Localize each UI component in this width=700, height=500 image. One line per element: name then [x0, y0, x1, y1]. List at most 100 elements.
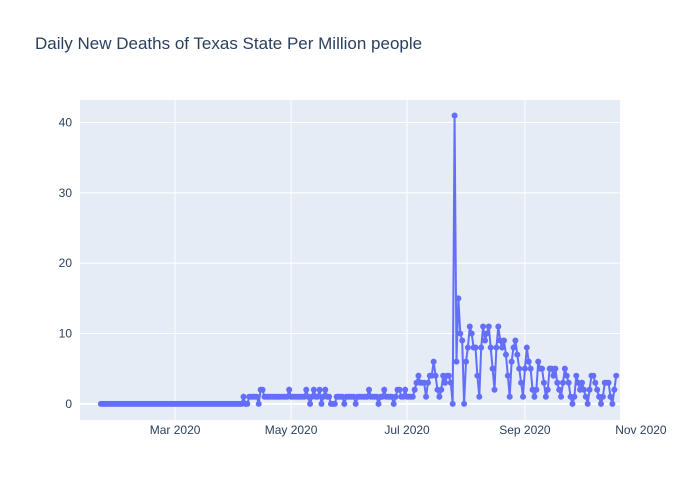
data-point	[499, 344, 506, 351]
data-point	[461, 400, 468, 407]
data-point	[502, 351, 509, 358]
data-point	[521, 365, 528, 372]
data-point	[605, 379, 612, 386]
y-tick-label: 40	[59, 116, 73, 130]
data-point	[442, 379, 449, 386]
data-point	[478, 344, 485, 351]
data-point	[609, 400, 616, 407]
gridlines	[80, 100, 642, 420]
data-point	[476, 393, 483, 400]
x-tick-label: Nov 2020	[615, 423, 667, 437]
data-point	[512, 337, 519, 344]
data-point	[487, 344, 494, 351]
y-tick-label: 10	[59, 326, 73, 340]
plot-background	[80, 100, 620, 420]
data-point	[409, 393, 416, 400]
data-point	[255, 400, 262, 407]
data-point	[540, 379, 547, 386]
data-point	[580, 386, 587, 393]
data-point	[316, 386, 323, 393]
data-point	[318, 400, 325, 407]
data-point	[480, 323, 487, 330]
data-point	[506, 393, 513, 400]
data-point	[495, 323, 502, 330]
data-point	[514, 351, 521, 358]
data-point	[402, 386, 409, 393]
data-point	[611, 386, 618, 393]
data-point	[504, 372, 511, 379]
series-markers	[97, 112, 620, 407]
data-point	[455, 295, 462, 302]
data-point	[582, 393, 589, 400]
data-point	[542, 393, 549, 400]
data-point	[485, 323, 492, 330]
x-tick-label: May 2020	[265, 423, 318, 437]
data-point	[525, 358, 532, 365]
data-point	[510, 344, 517, 351]
data-point	[307, 400, 314, 407]
data-point	[584, 400, 591, 407]
data-point	[457, 330, 464, 337]
data-point	[451, 112, 458, 119]
y-tick-label: 20	[59, 256, 73, 270]
data-point	[563, 372, 570, 379]
data-point	[561, 365, 568, 372]
data-point	[569, 400, 576, 407]
data-point	[559, 379, 566, 386]
data-point	[303, 386, 310, 393]
data-point	[430, 358, 437, 365]
data-point	[423, 393, 430, 400]
data-point	[447, 379, 454, 386]
data-point	[586, 386, 593, 393]
data-point	[259, 386, 266, 393]
data-point	[453, 358, 460, 365]
x-tick-label: Jul 2020	[384, 423, 430, 437]
data-point	[552, 365, 559, 372]
data-point	[527, 365, 534, 372]
data-point	[392, 393, 399, 400]
axis-ticks: 0 10 20 30 40 Mar 2020 May 2020 Jul 2020 Sep 202…	[59, 116, 667, 437]
data-point	[590, 372, 597, 379]
data-point	[474, 372, 481, 379]
data-point	[518, 379, 525, 386]
y-tick-label: 30	[59, 186, 73, 200]
data-point	[352, 400, 359, 407]
data-point	[482, 337, 488, 344]
y-tick-label: 0	[65, 397, 72, 411]
data-point	[523, 344, 530, 351]
x-tick-label: Mar 2020	[150, 423, 201, 437]
data-point	[244, 400, 251, 407]
data-point	[331, 400, 338, 407]
data-point	[539, 365, 546, 372]
data-point	[533, 386, 540, 393]
chart-title: Daily New Deaths of Texas State Per Mill…	[35, 34, 423, 53]
data-point	[592, 379, 599, 386]
data-point	[253, 393, 260, 400]
data-point	[571, 393, 578, 400]
data-point	[310, 386, 317, 393]
data-point	[466, 323, 473, 330]
data-point	[464, 344, 471, 351]
data-point	[493, 344, 500, 351]
data-point	[558, 393, 565, 400]
data-point	[508, 358, 515, 365]
data-point	[286, 386, 293, 393]
data-point	[491, 386, 498, 393]
data-point	[531, 393, 538, 400]
data-point	[240, 393, 247, 400]
data-point	[314, 393, 321, 400]
data-point	[415, 372, 422, 379]
x-tick-label: Sep 2020	[499, 423, 551, 437]
data-point	[607, 393, 614, 400]
data-point	[381, 386, 388, 393]
data-point	[520, 393, 527, 400]
data-point	[550, 372, 557, 379]
data-point	[556, 386, 563, 393]
data-point	[597, 400, 604, 407]
data-point	[554, 379, 561, 386]
data-point	[516, 365, 523, 372]
data-point	[436, 393, 443, 400]
data-point	[326, 393, 333, 400]
data-point	[445, 372, 452, 379]
